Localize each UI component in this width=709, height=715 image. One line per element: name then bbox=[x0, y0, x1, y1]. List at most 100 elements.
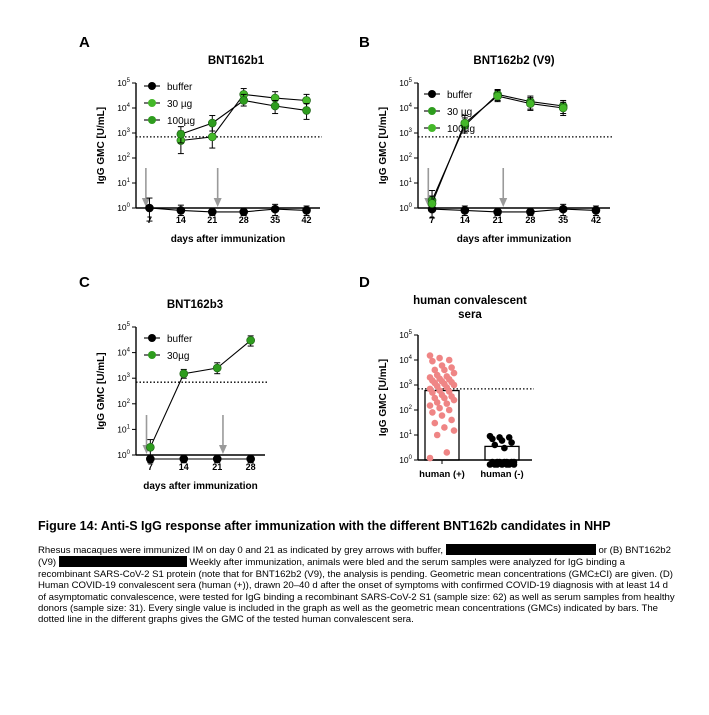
y-tick-label: 105 bbox=[117, 322, 130, 332]
data-point bbox=[426, 352, 434, 359]
data-point bbox=[498, 437, 506, 444]
figure-14: A B C D 100 101 102 103 104 105 IgG GMC [U/mL]… bbox=[79, 34, 612, 492]
y-tick-label: 100 bbox=[117, 450, 130, 460]
x-tick-label: 7 bbox=[430, 215, 435, 225]
arrow-head bbox=[213, 198, 222, 207]
legend-marker bbox=[428, 124, 436, 132]
data-point bbox=[501, 444, 508, 452]
data-point bbox=[433, 399, 441, 406]
data-point bbox=[591, 206, 601, 215]
data-point bbox=[558, 204, 568, 214]
data-point bbox=[448, 364, 455, 371]
series-line bbox=[149, 339, 252, 448]
data-point bbox=[246, 336, 255, 345]
x-tick-label: 35 bbox=[270, 215, 280, 225]
x-tick-label: 35 bbox=[558, 215, 568, 225]
x-tick-label: 14 bbox=[176, 215, 186, 225]
data-point bbox=[426, 402, 434, 409]
data-point bbox=[510, 461, 518, 468]
data-point bbox=[179, 454, 189, 464]
data-point bbox=[212, 363, 222, 373]
panel-d-chart: 100 101 102 103 104 105 IgG GMC [U/mL] human (+… bbox=[378, 295, 534, 480]
data-point bbox=[445, 356, 453, 364]
panel-b-chart: 100 101 102 103 104 105 IgG GMC [U/mL] BNT162b2… bbox=[378, 55, 612, 245]
caption-part-1: Rhesus macaques were immunized IM on day… bbox=[38, 545, 444, 556]
legend-label: 30 µg bbox=[447, 107, 472, 118]
data-point bbox=[176, 129, 186, 139]
legend-label: 30µg bbox=[167, 351, 189, 362]
y-tick-label: 101 bbox=[117, 178, 130, 188]
y-tick-label: 102 bbox=[399, 405, 412, 415]
data-point bbox=[146, 454, 155, 464]
data-point bbox=[448, 416, 455, 424]
y-tick-label: 102 bbox=[399, 153, 412, 163]
redaction-bar bbox=[58, 556, 187, 568]
data-point bbox=[270, 204, 280, 214]
data-point bbox=[429, 389, 436, 396]
legend-marker bbox=[428, 107, 436, 115]
data-point bbox=[450, 396, 458, 404]
data-point bbox=[302, 206, 311, 215]
data-point bbox=[526, 99, 535, 108]
data-point bbox=[450, 369, 458, 377]
data-point bbox=[438, 412, 446, 419]
caption-part-2: or (B) BNT162b2 (V9) bbox=[38, 545, 671, 569]
legend-marker bbox=[428, 90, 436, 98]
x-tick-label: 14 bbox=[460, 215, 470, 225]
y-tick-label: 102 bbox=[117, 399, 130, 409]
y-tick-label: 100 bbox=[117, 203, 130, 213]
data-point bbox=[445, 406, 453, 414]
legend-label: buffer bbox=[447, 90, 473, 101]
data-point bbox=[558, 103, 568, 113]
y-tick-label: 103 bbox=[399, 128, 412, 138]
data-point bbox=[493, 458, 501, 466]
arrow-head bbox=[218, 445, 227, 454]
legend-marker bbox=[148, 116, 156, 124]
data-point bbox=[429, 357, 436, 365]
data-point bbox=[302, 106, 311, 115]
data-point bbox=[508, 439, 515, 446]
panel-label-b: B bbox=[359, 34, 370, 51]
chart-title: sera bbox=[458, 309, 482, 321]
legend-marker bbox=[148, 334, 156, 342]
data-point bbox=[441, 366, 448, 374]
y-tick-label: 104 bbox=[399, 355, 412, 365]
legend-marker bbox=[148, 351, 156, 359]
series-line bbox=[149, 207, 307, 213]
data-point bbox=[239, 96, 249, 105]
x-axis-label: days after immunization bbox=[171, 234, 285, 245]
y-tick-label: 104 bbox=[117, 348, 130, 358]
y-tick-label: 104 bbox=[399, 103, 412, 113]
x-tick-label: 42 bbox=[591, 215, 601, 225]
chart-title: BNT162b2 (V9) bbox=[473, 55, 554, 67]
x-tick-label: 21 bbox=[493, 215, 503, 225]
x-tick-label: 28 bbox=[246, 462, 256, 472]
panel-label-c: C bbox=[79, 274, 90, 291]
y-tick-label: 105 bbox=[399, 78, 412, 88]
caption-body: Rhesus macaques were immunized IM on day… bbox=[38, 544, 678, 626]
data-point bbox=[443, 449, 451, 456]
data-point bbox=[145, 203, 154, 213]
y-tick-label: 100 bbox=[399, 203, 412, 213]
data-point bbox=[176, 206, 186, 215]
y-axis-label: IgG GMC [U/mL] bbox=[378, 107, 389, 184]
y-tick-label: 105 bbox=[399, 330, 412, 340]
x-tick-label: human (-) bbox=[480, 469, 523, 480]
y-tick-label: 101 bbox=[399, 178, 412, 188]
y-tick-label: 103 bbox=[117, 128, 130, 138]
data-point bbox=[443, 400, 451, 407]
y-tick-label: 100 bbox=[399, 455, 412, 465]
legend-label: 100µg bbox=[447, 124, 475, 135]
data-point bbox=[426, 454, 434, 462]
data-point bbox=[146, 442, 155, 452]
data-point bbox=[526, 207, 535, 217]
data-point bbox=[493, 91, 502, 101]
data-point bbox=[207, 132, 217, 142]
data-point bbox=[436, 354, 443, 362]
data-point bbox=[505, 434, 513, 441]
legend-label: buffer bbox=[167, 82, 193, 93]
chart-title: BNT162b1 bbox=[208, 55, 265, 67]
panel-c-chart: 100 101 102 103 104 105 IgG GMC [U/mL] BNT162b3… bbox=[96, 299, 267, 492]
y-tick-label: 102 bbox=[117, 153, 130, 163]
x-tick-label: 7 bbox=[148, 462, 153, 472]
